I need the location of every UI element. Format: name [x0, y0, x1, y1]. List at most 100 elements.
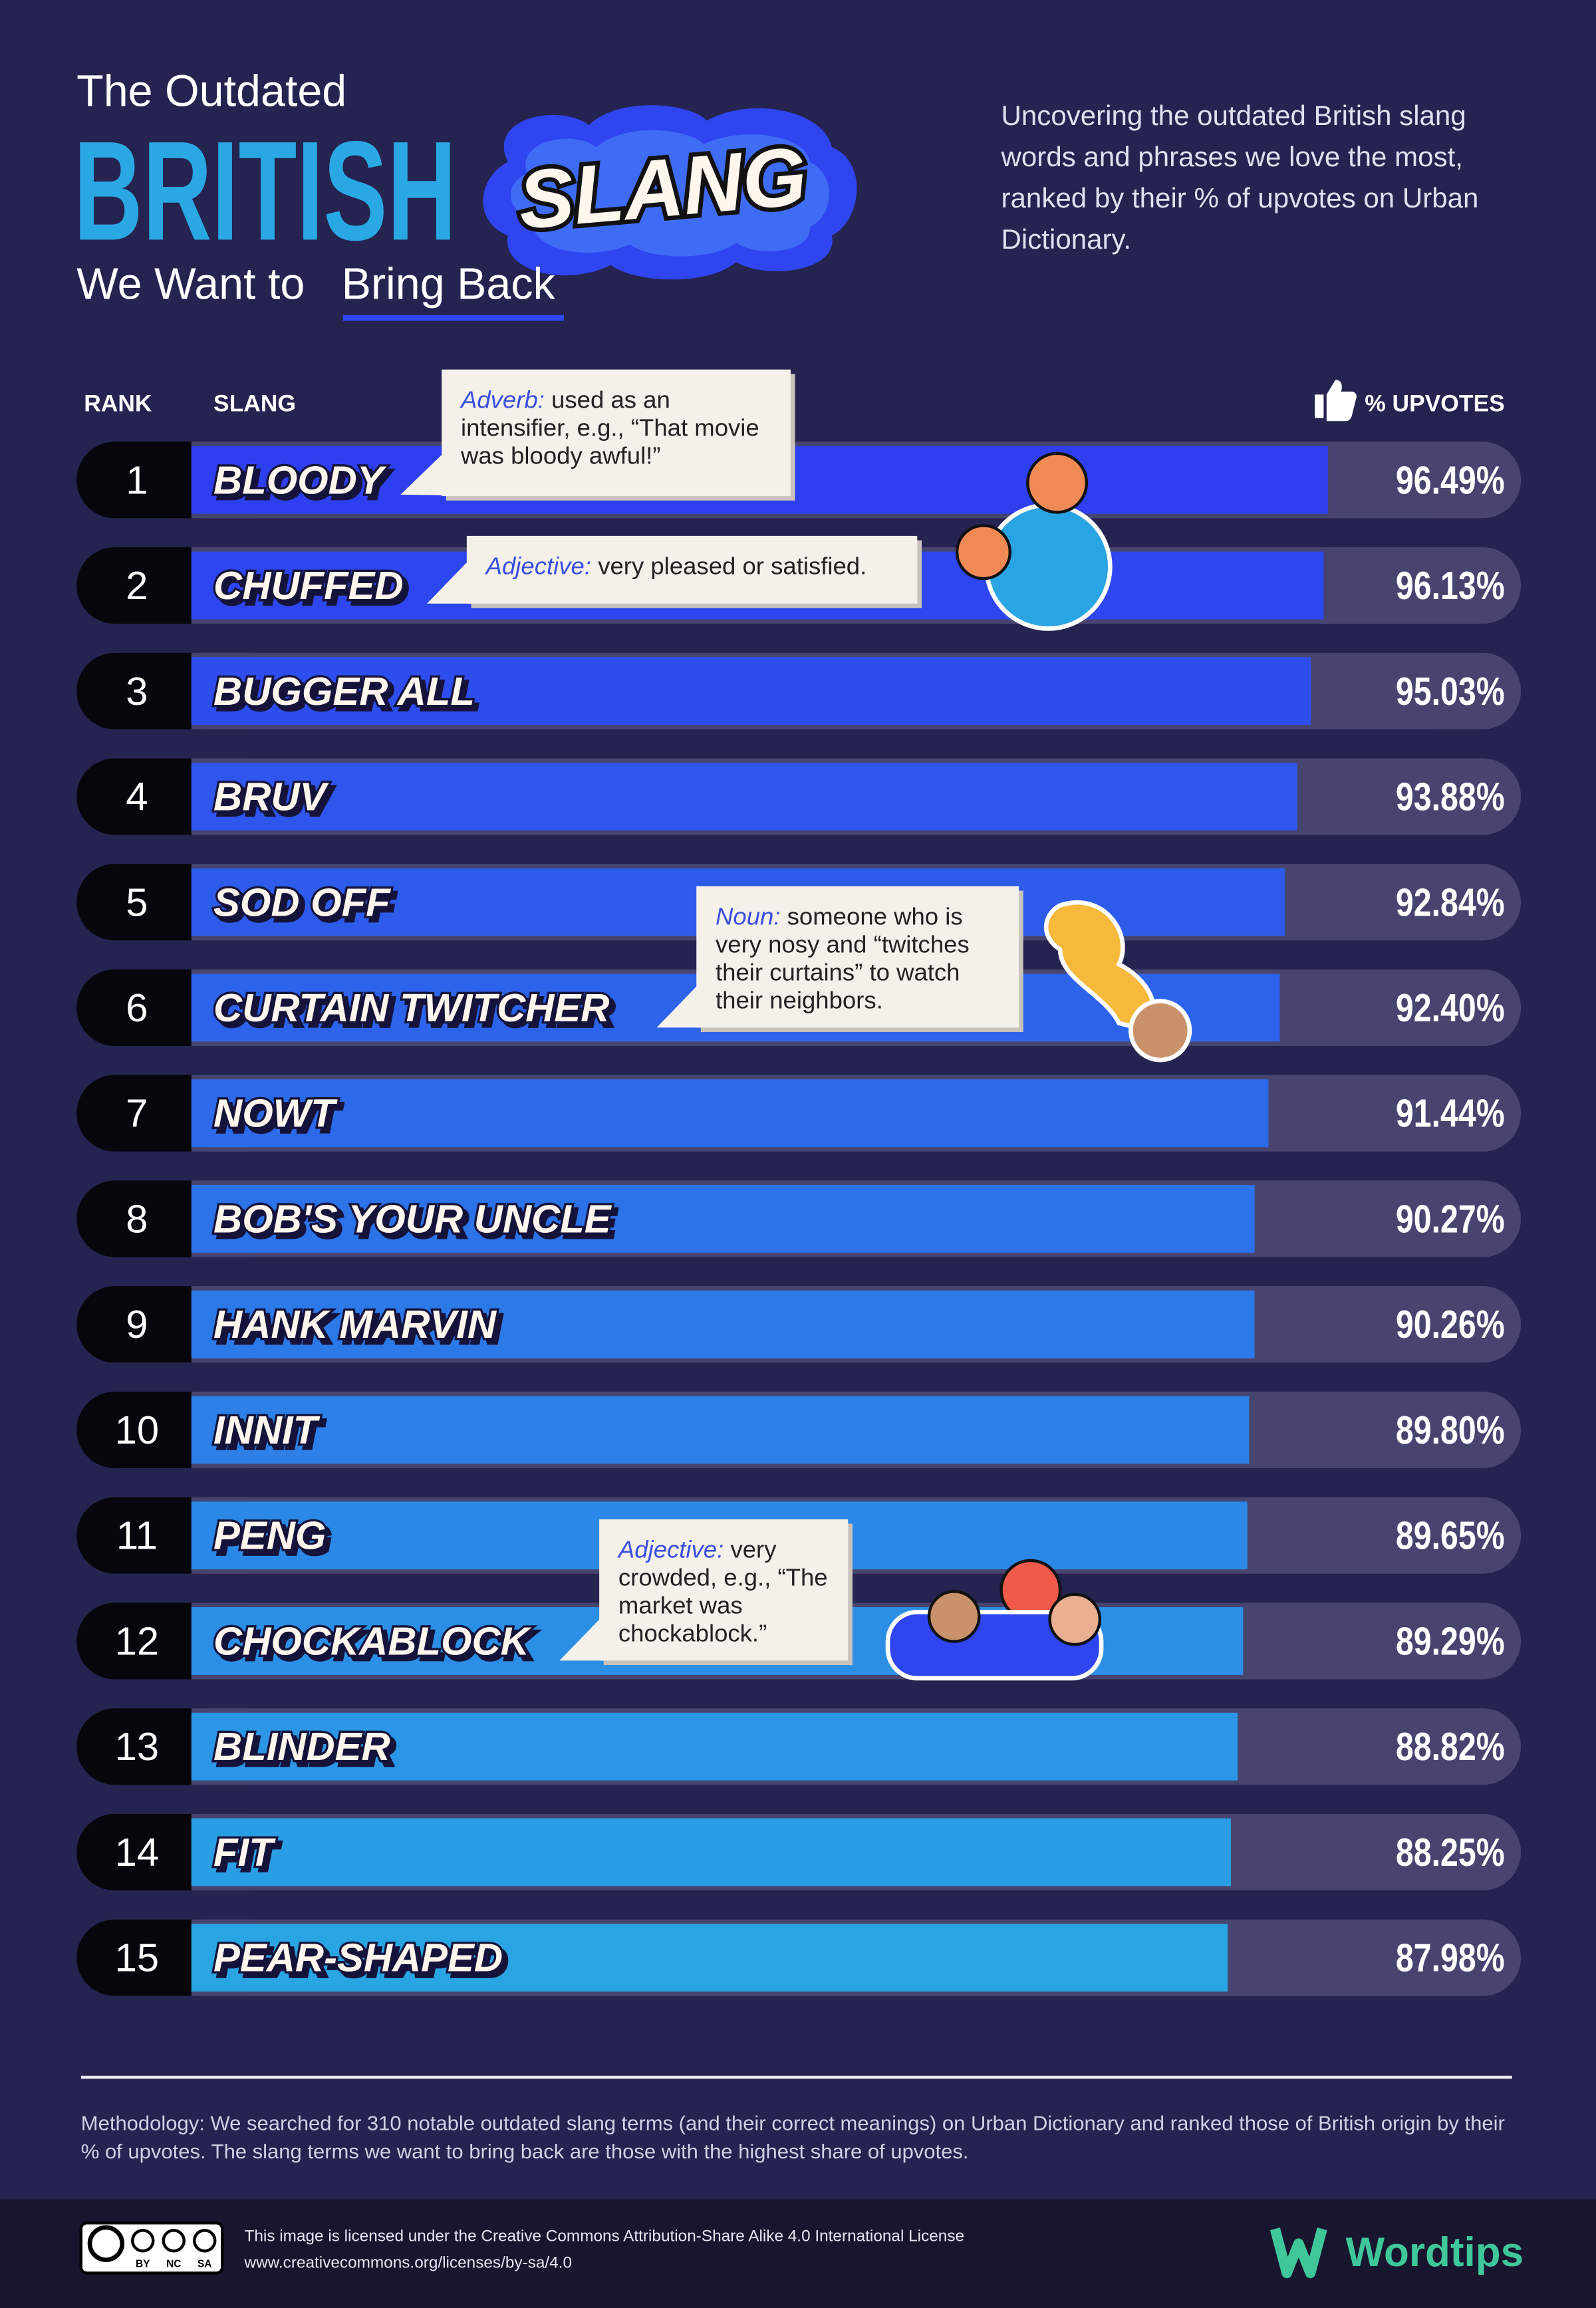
cc-label: SA	[198, 2259, 212, 2270]
slang-shadow: NOWT	[218, 1095, 342, 1140]
value-label: 88.25%	[1396, 1830, 1505, 1874]
bar	[191, 763, 1297, 831]
slang-shadow: BUGGER ALL	[218, 673, 479, 717]
rank: 8	[126, 1196, 148, 1241]
cc-circle	[193, 2229, 217, 2253]
slang-label: BLINDER	[213, 1724, 390, 1769]
value-label: 92.84%	[1396, 880, 1505, 924]
annotation-text: someone who is very nosy and “twitches t…	[716, 904, 970, 1015]
value-label: 88.82%	[1396, 1724, 1505, 1769]
value-label: 93.88%	[1396, 775, 1505, 819]
value-label: 90.26%	[1396, 1302, 1505, 1346]
annotation-label: Adjective:	[618, 1537, 724, 1564]
rank: 15	[115, 1936, 159, 1980]
annotation: Adjective: very pleased or satisfied.	[466, 535, 918, 604]
footer-band	[0, 2199, 1596, 2308]
rank: 7	[126, 1091, 148, 1136]
value-label: 89.29%	[1396, 1618, 1505, 1663]
illustration	[1026, 451, 1089, 514]
annotation: Noun: someone who is very nosy and “twit…	[696, 886, 1019, 1028]
annotation-text: very pleased or satisfied.	[598, 553, 867, 580]
methodology: Methodology: We searched for 310 notable…	[80, 2111, 1505, 2163]
slang-label: CURTAIN TWITCHER	[213, 985, 609, 1030]
bar	[191, 657, 1311, 725]
bar	[191, 1818, 1231, 1886]
slang-label: SOD OFF	[213, 880, 391, 924]
bar	[191, 1712, 1238, 1781]
annotation-text: very crowded, e.g., “The market was choc…	[618, 1537, 828, 1648]
slang-shadow: BRUV	[218, 779, 334, 823]
slang-label: BLOODY	[213, 457, 387, 502]
slang-shadow: CURTAIN TWITCHER	[218, 990, 614, 1035]
slang-shadow: BOB'S YOUR UNCLE	[218, 1201, 617, 1245]
slang-shadow: INNIT	[218, 1412, 325, 1457]
rank: 13	[115, 1724, 159, 1769]
rank: 11	[116, 1513, 158, 1558]
brand-name: Wordtips	[1346, 2230, 1524, 2275]
slang-label: BRUV	[213, 775, 329, 819]
thumbs-up-icon	[1315, 380, 1357, 422]
slang-label: FIT	[213, 1830, 276, 1874]
annotation-label: Adjective:	[485, 553, 592, 580]
slang-label: PEAR-SHAPED	[213, 1936, 503, 1980]
slang-label: INNIT	[213, 1408, 321, 1452]
badge-cloud-inner	[510, 130, 829, 257]
value-label: 87.98%	[1396, 1936, 1505, 1980]
bar	[191, 1185, 1255, 1253]
bar	[191, 1924, 1228, 1992]
rank: 14	[115, 1830, 159, 1874]
slang-shadow: BLINDER	[218, 1729, 395, 1773]
slang-shadow: CHUFFED	[218, 568, 408, 612]
bar	[191, 1079, 1269, 1148]
annotation: Adjective: very crowded, e.g., “The mark…	[599, 1519, 849, 1661]
slang-label: CHOCKABLOCK	[213, 1618, 532, 1663]
title-big: BRITISH	[74, 112, 457, 270]
cc-label: BY	[136, 2259, 150, 2270]
value-label: 89.65%	[1396, 1513, 1505, 1558]
rank: 4	[126, 775, 148, 819]
slang-label: BOB'S YOUR UNCLE	[213, 1196, 612, 1241]
cc-label: NC	[166, 2259, 181, 2270]
rank: 6	[126, 985, 148, 1030]
title-line1: The Outdated	[76, 66, 346, 116]
upvotes-header: % UPVOTES	[1365, 390, 1505, 417]
value-label: 91.44%	[1396, 1091, 1505, 1136]
value-label: 96.49%	[1396, 457, 1505, 502]
value-label: 90.27%	[1396, 1196, 1505, 1241]
annotation-label: Adverb:	[460, 387, 545, 414]
brand-logo	[1269, 2228, 1327, 2279]
description: Uncovering the outdated British slang wo…	[1001, 101, 1479, 257]
slang-shadow: PEAR-SHAPED	[218, 1940, 507, 1984]
rank: 5	[126, 880, 148, 924]
value-label: 96.13%	[1396, 563, 1505, 608]
rank: 3	[126, 669, 148, 713]
slang-shadow: FIT	[218, 1835, 281, 1879]
bar	[191, 1290, 1255, 1358]
illustration	[927, 1590, 981, 1643]
value-label: 89.80%	[1396, 1408, 1505, 1452]
illustration	[955, 524, 1012, 580]
slang-label: HANK MARVIN	[213, 1302, 497, 1346]
slang-shadow: BLOODY	[218, 462, 392, 507]
rank: 10	[115, 1408, 159, 1452]
illustration	[1048, 1593, 1102, 1646]
value-label: 92.40%	[1396, 985, 1505, 1030]
rank: 9	[126, 1302, 148, 1346]
slang-label: BUGGER ALL	[213, 669, 475, 713]
slang-shadow: HANK MARVIN	[218, 1307, 502, 1351]
slang-header: SLANG	[213, 390, 296, 417]
bar	[191, 1396, 1250, 1464]
slang-label: PENG	[213, 1513, 326, 1558]
cc-circle	[131, 2229, 155, 2253]
annotation-text: used as an intensifier, e.g., “That movi…	[460, 387, 759, 470]
annotation-label: Noun:	[716, 904, 781, 931]
slang-shadow: SOD OFF	[218, 884, 396, 929]
slang-shadow: PENG	[218, 1517, 331, 1562]
cc-circle	[87, 2225, 125, 2262]
cc-circle	[162, 2229, 186, 2253]
rank: 2	[126, 563, 148, 608]
cc-badge: BY NC SA	[79, 2221, 224, 2275]
